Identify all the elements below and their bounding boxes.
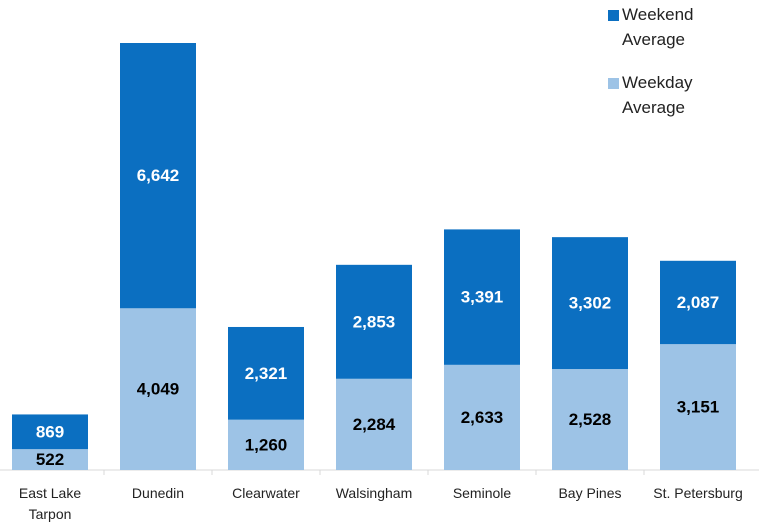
bar-segment bbox=[12, 449, 88, 470]
x-tick-label: Walsingham bbox=[335, 485, 413, 501]
bar-segment bbox=[12, 414, 88, 450]
value-label: 2,284 bbox=[353, 415, 396, 434]
x-tick-label: East Lake Tarpon bbox=[18, 485, 82, 522]
bar-segment bbox=[336, 264, 412, 379]
value-label: 2,321 bbox=[245, 364, 288, 383]
value-label: 2,633 bbox=[461, 408, 504, 427]
legend-swatch bbox=[608, 78, 619, 89]
bar-segment bbox=[120, 308, 196, 470]
value-label: 522 bbox=[36, 450, 64, 469]
bar-segment bbox=[552, 237, 628, 370]
value-label: 3,302 bbox=[569, 294, 612, 313]
x-tick-label: Seminole bbox=[452, 485, 512, 501]
legend-swatch bbox=[608, 10, 619, 21]
bar-segment bbox=[660, 260, 736, 345]
value-label: 2,087 bbox=[677, 293, 720, 312]
bar-segment bbox=[444, 364, 520, 470]
value-label: 1,260 bbox=[245, 435, 288, 454]
value-label: 4,049 bbox=[137, 380, 180, 399]
bar-segment bbox=[444, 229, 520, 365]
x-tick-label: Dunedin bbox=[131, 485, 185, 501]
value-label: 2,853 bbox=[353, 312, 396, 331]
x-tick-label: Bay Pines bbox=[558, 485, 622, 501]
legend-label: Weekday Average bbox=[622, 73, 693, 117]
bar-segment bbox=[228, 419, 304, 470]
value-label: 6,642 bbox=[137, 166, 180, 185]
bar-segment bbox=[552, 369, 628, 470]
value-label: 869 bbox=[36, 422, 64, 441]
bar-segment bbox=[660, 344, 736, 470]
bar-segment bbox=[120, 43, 196, 309]
x-tick-label: Clearwater bbox=[232, 485, 300, 501]
bar-segment bbox=[228, 326, 304, 420]
x-tick-label: St. Petersburg bbox=[653, 485, 743, 501]
value-label: 3,151 bbox=[677, 398, 720, 417]
value-label: 2,528 bbox=[569, 410, 612, 429]
value-label: 3,391 bbox=[461, 288, 504, 307]
legend-label: Weekend Average bbox=[622, 5, 694, 49]
bar-segment bbox=[336, 378, 412, 470]
